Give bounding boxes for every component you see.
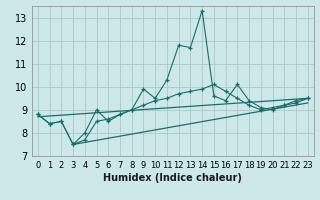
X-axis label: Humidex (Indice chaleur): Humidex (Indice chaleur) bbox=[103, 173, 242, 183]
